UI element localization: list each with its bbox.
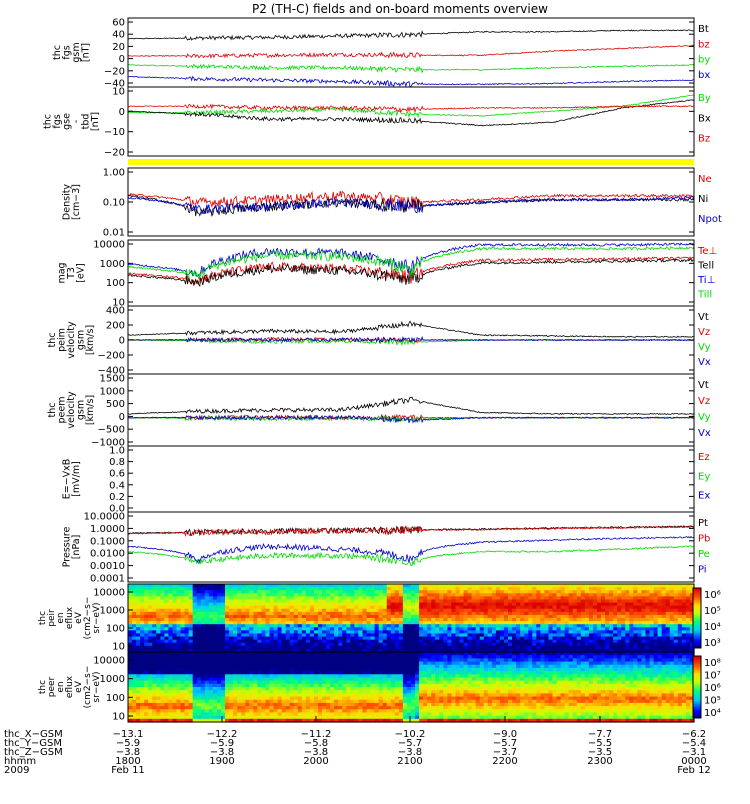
ylabel-line: [mV/m] <box>71 461 82 497</box>
ytick-label: 0.2 <box>109 492 125 503</box>
legend-Vx: Vx <box>698 428 711 439</box>
legend-Vy: Vy <box>698 412 711 423</box>
ylabel-line: [nT] <box>90 112 101 131</box>
colorbar-label: 10⁵ <box>704 606 721 617</box>
ylabel-line: [nT] <box>80 43 91 62</box>
ytick-label: 0.6 <box>109 469 125 480</box>
legend-Vy: Vy <box>698 342 711 353</box>
ytick-label: 0 <box>119 107 125 118</box>
legend-by: by <box>698 55 710 66</box>
legend-Ez: Ez <box>698 452 710 463</box>
legend-Vx: Vx <box>698 357 711 368</box>
legend-Ni: Ni <box>698 194 708 205</box>
ytick-label: 200 <box>106 321 125 332</box>
ylabel-line: [nPa] <box>71 535 82 560</box>
ytick-label: 0.01 <box>103 228 125 239</box>
ytick-label: −20 <box>104 148 125 159</box>
ytick-label: 100 <box>106 278 125 289</box>
ytick-label: 1.00 <box>103 168 125 179</box>
ytick-label: 10 <box>112 87 125 98</box>
ytick-label: 0.4 <box>109 480 125 491</box>
colorbar-label: 10⁶ <box>704 590 721 601</box>
legend-Vt: Vt <box>698 312 709 323</box>
legend-bx: bx <box>698 70 710 81</box>
ytick-label: 40 <box>112 30 125 41</box>
ytick-label: 10 <box>112 642 125 653</box>
legend-Ey: Ey <box>698 471 710 482</box>
ytick-label: 20 <box>112 42 125 53</box>
ytick-label: 0 <box>119 336 125 347</box>
legend-Vt: Vt <box>698 380 709 391</box>
ytick-label: 1.0000 <box>90 524 125 535</box>
ytick-label: 10000 <box>93 240 125 251</box>
legend-Tell: Tell <box>697 261 714 272</box>
legend-Vz: Vz <box>698 396 710 407</box>
ylabel: Density[cm−3] <box>61 184 82 220</box>
ylabel: E=−VxB[mV/m] <box>61 459 82 500</box>
ytick-label: 400 <box>106 306 125 317</box>
ytick-label: −20 <box>104 66 125 77</box>
ytick-label: −10 <box>104 127 125 138</box>
status-bar <box>128 159 694 165</box>
ytick-label: 0 <box>119 412 125 423</box>
legend-Pt: Pt <box>698 518 708 529</box>
legend-Till: Till <box>697 290 712 301</box>
spectrogram-peer: 10000100010010thcpeerenefluxeV(cm2−s−sr−… <box>38 652 721 723</box>
ytick-label: 0.0010 <box>90 561 125 572</box>
legend-Ne: Ne <box>698 174 712 185</box>
ytick-label: 10.0000 <box>84 512 125 523</box>
ytick-label: 500 <box>106 399 125 410</box>
legend-Ti⊥: Ti⊥ <box>697 275 715 286</box>
legend-Pb: Pb <box>698 534 710 545</box>
ytick-label: 60 <box>112 18 125 29</box>
ytick-label: 0.8 <box>109 457 125 468</box>
ylabel-line: [eV] <box>76 263 87 283</box>
ytick-label: 0 <box>119 54 125 65</box>
ytick-label: 1500 <box>100 374 125 385</box>
legend-Bt: Bt <box>698 24 709 35</box>
ylabel-line: sr−eV) <box>92 602 102 633</box>
spectrogram-peir: 10000100010010thcpeirenefluxeV(cm2−s−sr−… <box>38 584 721 653</box>
ytick-label: 0.0100 <box>90 549 125 560</box>
ytick-label: 0.1000 <box>90 536 125 547</box>
spectrogram-panels: 10000100010010thcpeirenefluxeV(cm2−s−sr−… <box>38 584 721 723</box>
colorbar-label: 10³ <box>704 638 721 649</box>
ytick-label: 0.10 <box>103 198 125 209</box>
legend-bz: bz <box>698 39 710 50</box>
ytick-label: 100 <box>106 624 125 635</box>
colorbar-label: 10⁴ <box>704 622 721 633</box>
legend-By: By <box>698 93 711 104</box>
legend-Bz: Bz <box>698 134 710 145</box>
legend-Te⊥: Te⊥ <box>697 246 717 257</box>
ytick-label: −500 <box>98 425 125 436</box>
ytick-label: 1000 <box>100 259 125 270</box>
ytick-label: 0.0001 <box>90 574 125 585</box>
ylabel: thcfgsgse-tbd[nT] <box>42 112 101 131</box>
ytick-label: −200 <box>98 351 125 362</box>
ytick-label: 1000 <box>100 386 125 397</box>
ytick-label: 10000 <box>93 588 125 599</box>
ylabel-line: [km/s] <box>85 395 96 425</box>
ylabel-line: [cm−3] <box>71 184 82 220</box>
ytick-label: 1000 <box>100 606 125 617</box>
ytick-label: 1.0 <box>109 446 125 457</box>
legend-Pi: Pi <box>698 565 707 576</box>
legend-Pe: Pe <box>698 549 710 560</box>
legend-Npot: Npot <box>698 214 722 225</box>
legend-Bx: Bx <box>698 113 711 124</box>
ylabel-line: [km/s] <box>85 325 96 355</box>
chart-title: P2 (TH-C) fields and on-board moments ov… <box>252 2 548 16</box>
legend-Vz: Vz <box>698 327 710 338</box>
legend-Ex: Ex <box>698 491 710 502</box>
ylabel: thcfgsgsm[nT] <box>52 42 92 62</box>
